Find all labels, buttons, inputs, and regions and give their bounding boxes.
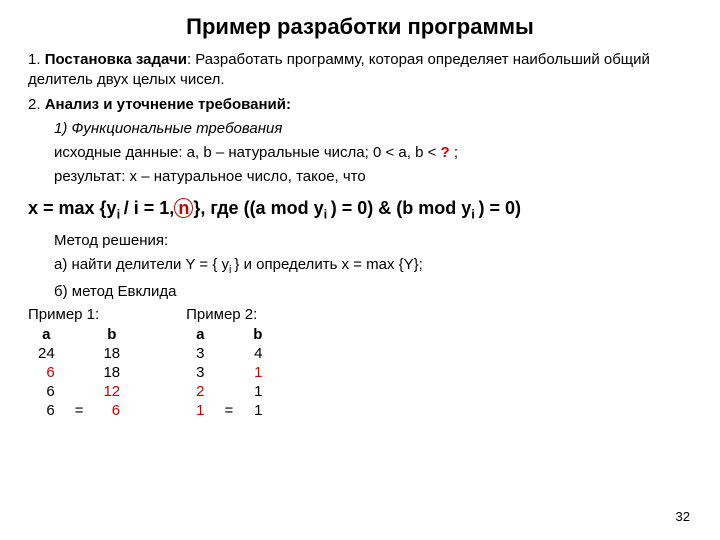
f-mid3: ) = 0) & (b mod y — [331, 198, 472, 218]
f-i3: i — [471, 206, 478, 221]
cell-a: 6 — [28, 363, 65, 382]
method-b: б) метод Евклида — [28, 282, 692, 302]
input-data-line: исходные данные: a, b – натуральные числ… — [28, 143, 692, 163]
table-row: 34 — [186, 344, 272, 363]
hd-b: b — [243, 325, 272, 344]
table-row: 1=1 — [186, 401, 272, 420]
cell-eq — [214, 363, 243, 382]
method-a: а) найти делители Y = { yi } и определит… — [28, 255, 692, 278]
result-line: результат: x – натуральное число, такое,… — [28, 167, 692, 187]
table-row: 6 12 — [28, 382, 130, 401]
slide: Пример разработки программы 1. Постановк… — [0, 0, 720, 540]
data-post: ; — [450, 144, 458, 161]
cell-eq — [65, 382, 94, 401]
examples: Пример 1: a b 24186186126=6 Пример 2: a … — [28, 306, 692, 420]
p1-bold: Постановка задачи — [45, 51, 187, 68]
table-row: 21 — [186, 382, 272, 401]
ex1-table: a b 24186186126=6 — [28, 325, 130, 420]
f-mid2: }, где ((a mod y — [193, 198, 323, 218]
slide-title: Пример разработки программы — [28, 14, 692, 40]
hd-b: b — [93, 325, 130, 344]
page-number: 32 — [676, 509, 690, 524]
cell-b: 1 — [243, 363, 272, 382]
table-row: 31 — [186, 363, 272, 382]
example-1: Пример 1: a b 24186186126=6 — [28, 306, 130, 420]
cell-a: 1 — [186, 401, 214, 420]
f-i2: i — [324, 206, 331, 221]
cell-eq — [65, 344, 94, 363]
ex1-label: Пример 1: — [28, 306, 130, 323]
table-row: 6 18 — [28, 363, 130, 382]
p2-bold: Анализ и уточнение требований: — [45, 96, 291, 113]
data-question: ? — [441, 144, 450, 161]
f-n: n — [174, 198, 193, 218]
cell-a: 2 — [186, 382, 214, 401]
p1-prefix: 1. — [28, 51, 45, 68]
method-label: Метод решения: — [28, 231, 692, 251]
cell-a: 3 — [186, 344, 214, 363]
cell-a: 24 — [28, 344, 65, 363]
cell-eq — [65, 363, 94, 382]
cell-a: 6 — [28, 401, 65, 420]
formula: x = max {yi / i = 1,n}, где ((a mod yi )… — [28, 198, 692, 222]
cell-b: 12 — [93, 382, 130, 401]
cell-eq — [214, 344, 243, 363]
table-row: a b — [28, 325, 130, 344]
functional-req: 1) Функциональные требования — [28, 119, 692, 139]
problem-line: 1. Постановка задачи: Разработать програ… — [28, 50, 692, 91]
example-2: Пример 2: a b 3431211=1 — [186, 306, 272, 420]
cell-b: 18 — [93, 344, 130, 363]
ex2-label: Пример 2: — [186, 306, 272, 323]
ex2-table: a b 3431211=1 — [186, 325, 272, 420]
hd-a: a — [28, 325, 65, 344]
f-pre: x = max {y — [28, 198, 117, 218]
cell-a: 6 — [28, 382, 65, 401]
p2-prefix: 2. — [28, 96, 45, 113]
table-row: a b — [186, 325, 272, 344]
cell-eq — [214, 382, 243, 401]
cell-a: 3 — [186, 363, 214, 382]
data-pre: исходные данные: a, b – натуральные числ… — [54, 144, 441, 161]
cell-eq: = — [214, 401, 243, 420]
cell-b: 1 — [243, 401, 272, 420]
ma-pre: а) найти делители Y = { y — [54, 256, 229, 273]
cell-b: 1 — [243, 382, 272, 401]
cell-b: 4 — [243, 344, 272, 363]
f-mid1: / i = 1, — [124, 198, 175, 218]
hd-a: a — [186, 325, 214, 344]
f-end: ) = 0) — [479, 198, 522, 218]
cell-b: 18 — [93, 363, 130, 382]
ma-post: } и определить x = max {Y}; — [234, 256, 422, 273]
cell-b: 6 — [93, 401, 130, 420]
table-row: 6=6 — [28, 401, 130, 420]
f-i1: i — [117, 206, 124, 221]
analysis-heading: 2. Анализ и уточнение требований: — [28, 95, 692, 115]
table-row: 24 18 — [28, 344, 130, 363]
cell-eq: = — [65, 401, 94, 420]
